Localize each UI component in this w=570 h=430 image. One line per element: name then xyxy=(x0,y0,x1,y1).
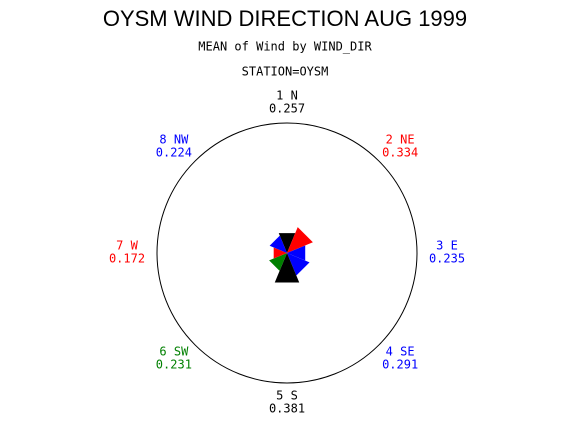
direction-label: 3 E xyxy=(436,239,458,253)
direction-label: 1 N xyxy=(276,89,298,103)
star-slice xyxy=(274,253,300,283)
value-label: 0.381 xyxy=(269,402,305,416)
chart-subtitle: MEAN of Wind by WIND_DIR xyxy=(198,40,372,54)
direction-label: 6 SW xyxy=(159,345,189,359)
value-label: 0.231 xyxy=(156,358,192,372)
value-label: 0.257 xyxy=(269,102,305,116)
value-label: 0.235 xyxy=(429,252,465,266)
direction-label: 2 NE xyxy=(386,132,415,146)
direction-label: 8 NW xyxy=(159,132,189,146)
star-slice xyxy=(269,253,287,271)
station-label: STATION=OYSM xyxy=(242,65,329,79)
direction-label: 7 W xyxy=(116,239,138,253)
star-slice xyxy=(273,247,287,259)
outer-circle xyxy=(156,122,418,384)
star-slice xyxy=(269,235,287,253)
star-slice xyxy=(287,253,310,276)
direction-label: 4 SE xyxy=(386,345,415,359)
direction-label: 5 S xyxy=(276,389,298,403)
star-slice xyxy=(287,245,306,261)
value-label: 0.291 xyxy=(382,358,418,372)
chart-title: OYSM WIND DIRECTION AUG 1999 xyxy=(103,6,467,31)
value-label: 0.172 xyxy=(109,252,145,266)
value-label: 0.224 xyxy=(156,145,192,159)
value-label: 0.334 xyxy=(382,145,418,159)
star-slice xyxy=(287,227,313,253)
star-slice xyxy=(278,233,296,253)
